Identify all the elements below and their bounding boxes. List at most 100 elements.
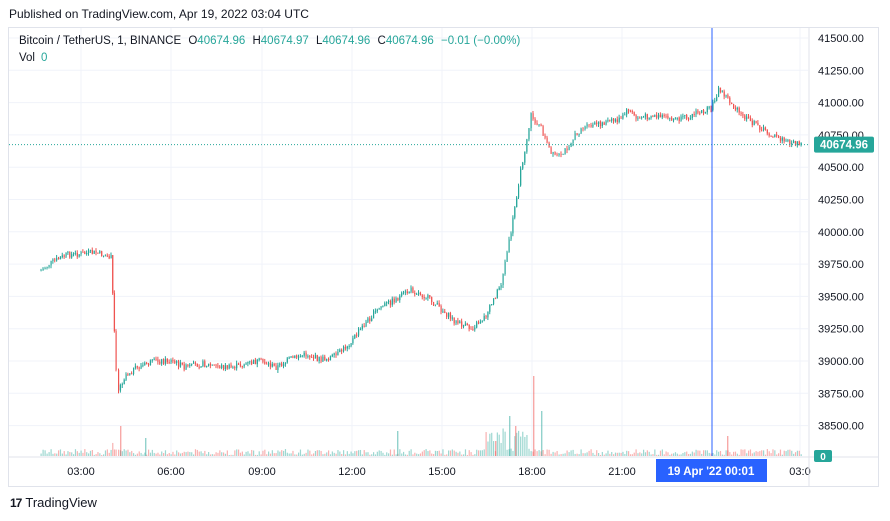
candle-body (133, 368, 135, 374)
chart-frame (8, 27, 879, 487)
candle-body (164, 358, 167, 364)
candle-body (76, 252, 78, 257)
volume-bar (253, 450, 255, 456)
volume-bar (605, 453, 607, 456)
volume-bar (622, 451, 624, 456)
candle-body (605, 121, 607, 125)
candle-body (277, 365, 279, 370)
candle-body (260, 358, 262, 360)
volume-bar (350, 451, 352, 456)
candle-body (367, 318, 369, 322)
volume-bar (661, 449, 663, 456)
candle-body (624, 114, 626, 116)
volume-bar (343, 450, 345, 456)
candle-body (451, 317, 453, 319)
volume-bar (247, 451, 249, 456)
candle-body (446, 313, 448, 317)
candle-body (500, 285, 502, 288)
volume-bar (307, 449, 309, 456)
volume-bar (723, 454, 725, 456)
volume-bar (738, 454, 740, 456)
volume-bar (88, 453, 90, 456)
candle-body (208, 363, 210, 366)
candle-body (358, 329, 360, 336)
candle-body (341, 349, 343, 352)
candle-body (178, 361, 180, 367)
candle-body (140, 365, 142, 369)
volume-bar (489, 433, 491, 456)
footer-branding[interactable]: 17 TradingView (10, 495, 97, 510)
x-tick-label: 18:00 (518, 466, 546, 478)
candle-body (391, 298, 393, 305)
candle-body (149, 360, 152, 366)
candle-body (78, 254, 80, 257)
y-tick-label: 38750.00 (818, 388, 864, 400)
candle-body (316, 355, 318, 361)
candle-body (781, 137, 783, 141)
candle-body (703, 110, 705, 114)
candle-body (688, 118, 690, 120)
candle-body (170, 360, 172, 363)
candle-body (354, 334, 356, 339)
volume-bar (397, 431, 399, 456)
close-value: 40674.96 (385, 35, 434, 47)
volume-bar (67, 451, 69, 456)
candle-body (266, 363, 268, 365)
y-tick-label: 40000.00 (818, 227, 864, 239)
x-tick-label: 21:00 (608, 466, 636, 478)
volume-bar (194, 449, 197, 456)
candle-body (331, 354, 333, 357)
volume-bar (337, 450, 339, 456)
volume-bar (418, 454, 420, 456)
candle-body (576, 133, 578, 136)
candle-body (789, 140, 791, 145)
volume-bar (495, 441, 497, 456)
volume-bar (374, 454, 377, 456)
candle-body (397, 298, 399, 301)
candle-body (213, 364, 215, 366)
candle-body (635, 115, 637, 119)
volume-bar (48, 452, 50, 456)
volume-bar (673, 453, 675, 456)
candle-body (204, 361, 206, 367)
candle-body (393, 298, 395, 303)
candle-body (350, 343, 352, 347)
volume-bar (89, 450, 92, 456)
candle-body (89, 250, 92, 251)
volume-bar (781, 454, 783, 456)
candle-body (800, 142, 802, 145)
candle-body (504, 261, 506, 275)
volume-bar (783, 450, 785, 456)
candle-body (438, 303, 440, 306)
volume-bar (787, 449, 789, 456)
volume-bar (103, 454, 105, 456)
candle-body (48, 265, 50, 267)
volume-bar (751, 453, 753, 456)
candle-body (416, 294, 418, 295)
volume-bar (731, 454, 733, 456)
candle-body (157, 359, 159, 362)
candle-body (103, 255, 105, 257)
candle-body (253, 359, 255, 364)
candle-body (161, 359, 163, 364)
candle-body (258, 358, 260, 360)
candle-body (176, 361, 178, 363)
candle-body (455, 320, 457, 324)
candle-body (73, 252, 75, 255)
candle-body (52, 259, 54, 261)
candle-body (108, 256, 110, 259)
candle-body (74, 252, 77, 254)
volume-bar (271, 450, 273, 456)
volume-bar (269, 453, 272, 456)
volume-bar (693, 452, 695, 456)
volume-bar (339, 451, 341, 456)
volume-bar (506, 449, 508, 456)
volume-bar (260, 454, 262, 456)
volume-bar (536, 451, 538, 456)
candle-body (768, 133, 770, 136)
volume-bar (104, 450, 107, 456)
volume-bar (701, 453, 703, 456)
low-value: 40674.96 (322, 35, 371, 47)
candle-body (219, 366, 221, 368)
